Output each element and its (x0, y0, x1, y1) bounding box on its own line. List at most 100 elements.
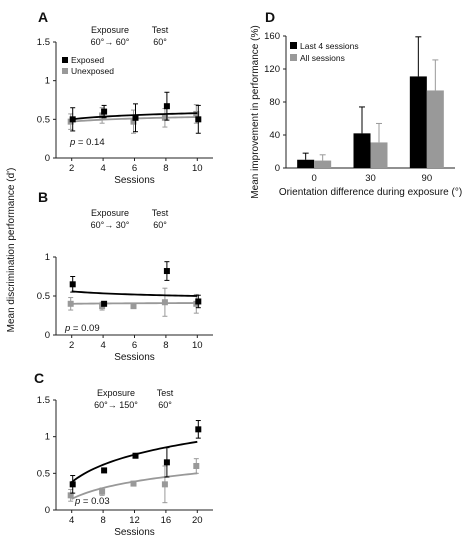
data-point (161, 299, 168, 306)
data-point (161, 114, 168, 121)
data-point (132, 114, 139, 121)
panel-b-exposure-label: Exposure (91, 208, 129, 218)
data-point (163, 103, 170, 110)
data-point (130, 118, 137, 125)
legend-last4-label: Last 4 sessions (300, 41, 359, 51)
panel-a-test-value: 60° (153, 37, 167, 47)
x-tick-label: 2 (69, 340, 74, 351)
bar (297, 159, 315, 168)
data-point (163, 268, 170, 275)
data-point (101, 108, 108, 115)
data-point (195, 298, 202, 305)
data-point (101, 467, 108, 474)
y-tick-label: 0.5 (37, 468, 50, 479)
x-tick-label: 20 (192, 515, 203, 526)
bar (353, 133, 371, 168)
x-tick-label: 10 (192, 163, 203, 174)
panel-a-letter: A (38, 9, 48, 25)
x-axis-title: Sessions (114, 175, 155, 186)
panel-c-test-value: 60° (158, 400, 172, 410)
panel-b-test-label: Test (152, 208, 169, 218)
y-tick-label: 120 (264, 64, 280, 75)
panel-d-y-axis-title: Mean improvement in performance (%) (250, 25, 261, 198)
y-tick-label: 1.5 (37, 395, 50, 406)
x-tick-label: 16 (161, 515, 172, 526)
x-tick-label: 10 (192, 340, 203, 351)
panel-a: A Exposure 60°→ 60° Test 60° p = 0.14 Ex… (37, 9, 213, 186)
panel-a-exposure-value: 60°→ 60° (91, 37, 130, 47)
x-tick-label: 2 (69, 163, 74, 174)
bar (370, 142, 388, 168)
y-tick-label: 0 (45, 505, 50, 516)
data-point (99, 488, 106, 495)
data-point (130, 303, 137, 310)
legend-exposed-swatch (62, 57, 68, 63)
x-tick-label: 8 (100, 515, 105, 526)
panel-b-p-value: p = 0.09 (64, 323, 100, 334)
legend-all-label: All sessions (300, 53, 345, 63)
shared-y-axis-title: Mean discrimination performance (d') (6, 168, 17, 333)
panel-a-test-label: Test (152, 25, 169, 35)
x-tick-label: 4 (100, 163, 105, 174)
x-tick-label: 8 (163, 340, 168, 351)
x-tick-label: 0 (312, 173, 317, 184)
x-tick-label: 12 (129, 515, 140, 526)
data-point (195, 116, 202, 123)
y-tick-label: 160 (264, 31, 280, 42)
data-point (195, 426, 202, 433)
y-tick-label: 80 (269, 97, 280, 108)
panel-a-p-value: p = 0.14 (69, 137, 105, 148)
data-point (67, 492, 74, 499)
panel-d: D Mean improvement in performance (%) La… (250, 9, 462, 199)
data-point (99, 112, 106, 119)
legend-unexposed-label: Unexposed (71, 66, 114, 76)
y-tick-label: 0 (45, 153, 50, 164)
panel-c-test-label: Test (157, 388, 174, 398)
y-tick-label: 1 (45, 252, 50, 263)
y-tick-label: 1.5 (37, 37, 50, 48)
x-tick-label: 4 (69, 515, 74, 526)
x-tick-label: 6 (132, 163, 137, 174)
y-tick-label: 1 (45, 432, 50, 443)
data-point (67, 300, 74, 307)
x-tick-label: 30 (365, 173, 376, 184)
x-axis-title: Sessions (114, 352, 155, 363)
x-axis-title: Orientation difference during exposure (… (279, 187, 462, 198)
legend-exposed-label: Exposed (71, 55, 104, 65)
legend-last4-swatch (290, 42, 297, 49)
x-tick-label: 4 (100, 340, 105, 351)
y-tick-label: 0 (45, 330, 50, 341)
x-tick-label: 90 (422, 173, 433, 184)
legend-all-swatch (290, 54, 297, 61)
panel-c-exposure-value: 60°→ 150° (94, 400, 138, 410)
panel-c-p-value: p = 0.03 (74, 496, 110, 507)
bar (409, 76, 427, 168)
panel-b-test-value: 60° (153, 220, 167, 230)
fit-curve (71, 290, 198, 297)
panel-b: B Exposure 60°→ 30° Test 60° p = 0.09 0 0… (37, 189, 213, 363)
panel-c: C Exposure 60°→ 150° Test 60° p = 0.03 0… (34, 370, 213, 538)
data-point (161, 481, 168, 488)
x-axis-title: Sessions (114, 527, 155, 538)
legend-unexposed-swatch (62, 68, 68, 74)
y-tick-label: 0 (275, 163, 280, 174)
panel-b-letter: B (38, 189, 48, 205)
panel-a-exposure-label: Exposure (91, 25, 129, 35)
bar (426, 90, 444, 168)
data-point (69, 281, 76, 288)
panel-c-exposure-label: Exposure (97, 388, 135, 398)
y-tick-label: 40 (269, 130, 280, 141)
data-point (132, 452, 139, 459)
y-tick-label: 0.5 (37, 114, 50, 125)
panel-d-letter: D (265, 9, 275, 25)
data-point (69, 116, 76, 123)
x-tick-label: 8 (163, 163, 168, 174)
y-tick-label: 0.5 (37, 291, 50, 302)
x-tick-label: 6 (132, 340, 137, 351)
data-point (69, 481, 76, 488)
panel-b-exposure-value: 60°→ 30° (91, 220, 130, 230)
data-point (130, 480, 137, 487)
panel-c-letter: C (34, 370, 44, 386)
data-point (193, 463, 200, 469)
